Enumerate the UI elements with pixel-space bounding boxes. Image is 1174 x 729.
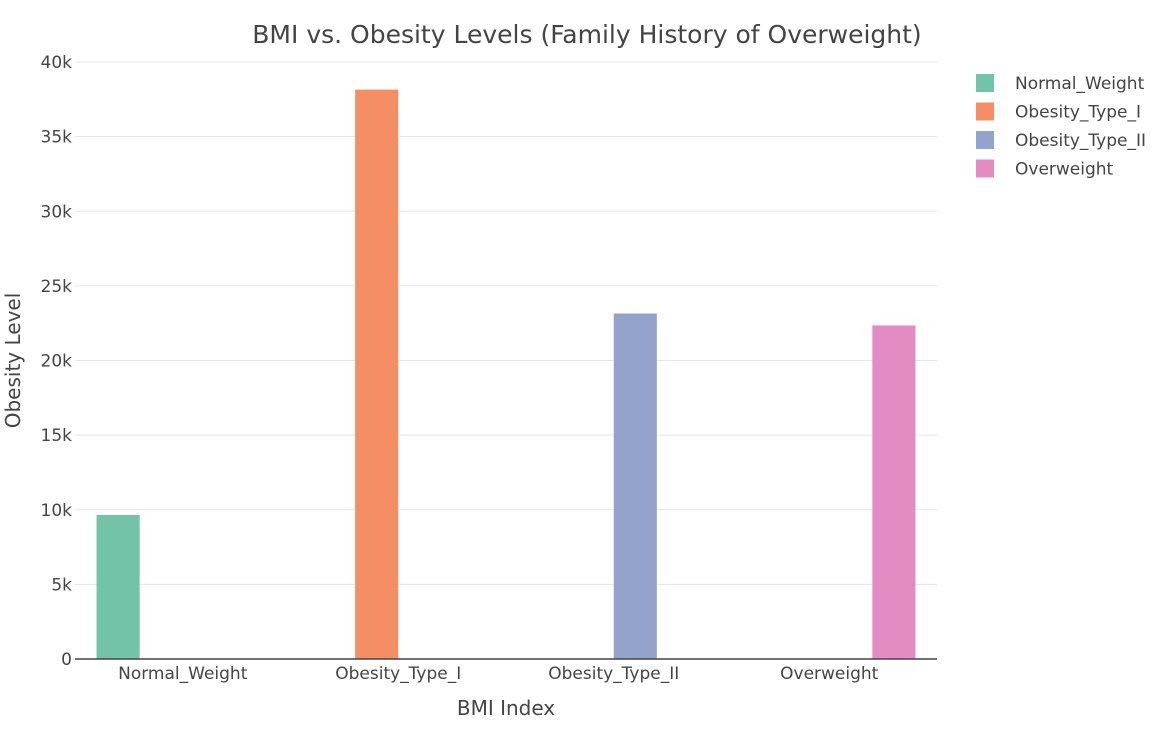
y-tick-label: 5k: [51, 575, 72, 595]
legend-item[interactable]: Overweight: [976, 159, 1114, 180]
legend-label: Obesity_Type_I: [1015, 103, 1141, 123]
chart-title: BMI vs. Obesity Levels (Family History o…: [252, 20, 921, 49]
y-tick-label: 25k: [41, 277, 73, 297]
legend-swatch: [976, 131, 994, 149]
legend-swatch: [976, 102, 994, 121]
y-tick-label: 40k: [41, 53, 73, 73]
bar-overweight[interactable]: [872, 325, 916, 659]
y-axis-title: Obesity Level: [1, 293, 25, 429]
legend-swatch: [976, 159, 994, 178]
legend-label: Obesity_Type_II: [1015, 131, 1146, 151]
gridlines: [75, 61, 937, 585]
y-tick-label: 35k: [41, 128, 73, 148]
bars: [96, 89, 916, 659]
y-tick-label: 15k: [41, 426, 73, 446]
y-tick-label: 20k: [41, 352, 73, 372]
y-tick-labels: 0 5k 10k 15k 20k 25k 30k 35k 40k: [41, 53, 73, 670]
y-tick-label: 10k: [41, 501, 73, 521]
y-tick-label: 30k: [41, 202, 73, 222]
x-tick-label: Obesity_Type_I: [335, 664, 461, 684]
legend-label: Normal_Weight: [1015, 74, 1145, 94]
bar-normal-weight[interactable]: [96, 514, 140, 659]
x-axis-title: BMI Index: [457, 696, 555, 720]
legend-item[interactable]: Normal_Weight: [976, 74, 1145, 94]
y-tick-label: 0: [61, 650, 72, 670]
legend-label: Overweight: [1015, 160, 1114, 180]
x-tick-label: Normal_Weight: [118, 664, 248, 684]
x-tick-label: Obesity_Type_II: [548, 664, 679, 684]
x-tick-labels: Normal_Weight Obesity_Type_I Obesity_Type_…: [118, 664, 879, 684]
legend[interactable]: Normal_Weight Obesity_Type_I Obesity_Type_…: [976, 74, 1146, 180]
legend-item[interactable]: Obesity_Type_I: [976, 102, 1141, 123]
legend-item[interactable]: Obesity_Type_II: [976, 131, 1146, 151]
bar-obesity-type-ii[interactable]: [613, 313, 657, 659]
bar-obesity-type-i[interactable]: [355, 89, 399, 659]
legend-swatch: [976, 74, 994, 92]
x-tick-label: Overweight: [780, 664, 879, 684]
